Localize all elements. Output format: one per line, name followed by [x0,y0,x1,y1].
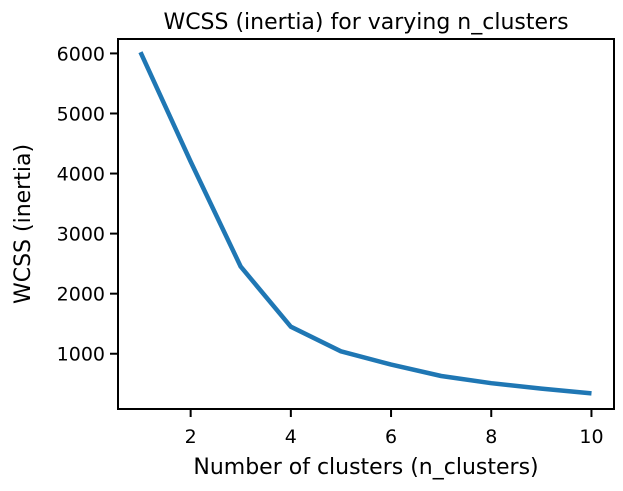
y-axis-label: WCSS (inertia) [11,144,36,304]
axes-frame [117,38,615,410]
x-tick-label: 10 [579,426,603,448]
y-tick-label: 6000 [57,43,105,65]
y-tick-label: 2000 [57,284,105,306]
series-line-0 [138,51,592,396]
x-tick-label: 4 [285,426,297,448]
plot-area [138,51,592,396]
x-axis-label: Number of clusters (n_clusters) [193,455,538,480]
x-tick-label: 6 [385,426,397,448]
y-tick-label: 4000 [57,164,105,186]
x-axis-ticks: 2 4 6 8 10 [185,409,604,448]
y-tick-label: 3000 [57,224,105,246]
chart-title: WCSS (inertia) for varying n_clusters [163,10,568,35]
x-tick-label: 2 [185,426,197,448]
y-tick-label: 1000 [57,344,105,366]
y-axis-ticks: 1000 2000 3000 4000 5000 6000 [57,43,118,366]
x-tick-label: 8 [485,426,497,448]
y-tick-label: 5000 [57,103,105,125]
